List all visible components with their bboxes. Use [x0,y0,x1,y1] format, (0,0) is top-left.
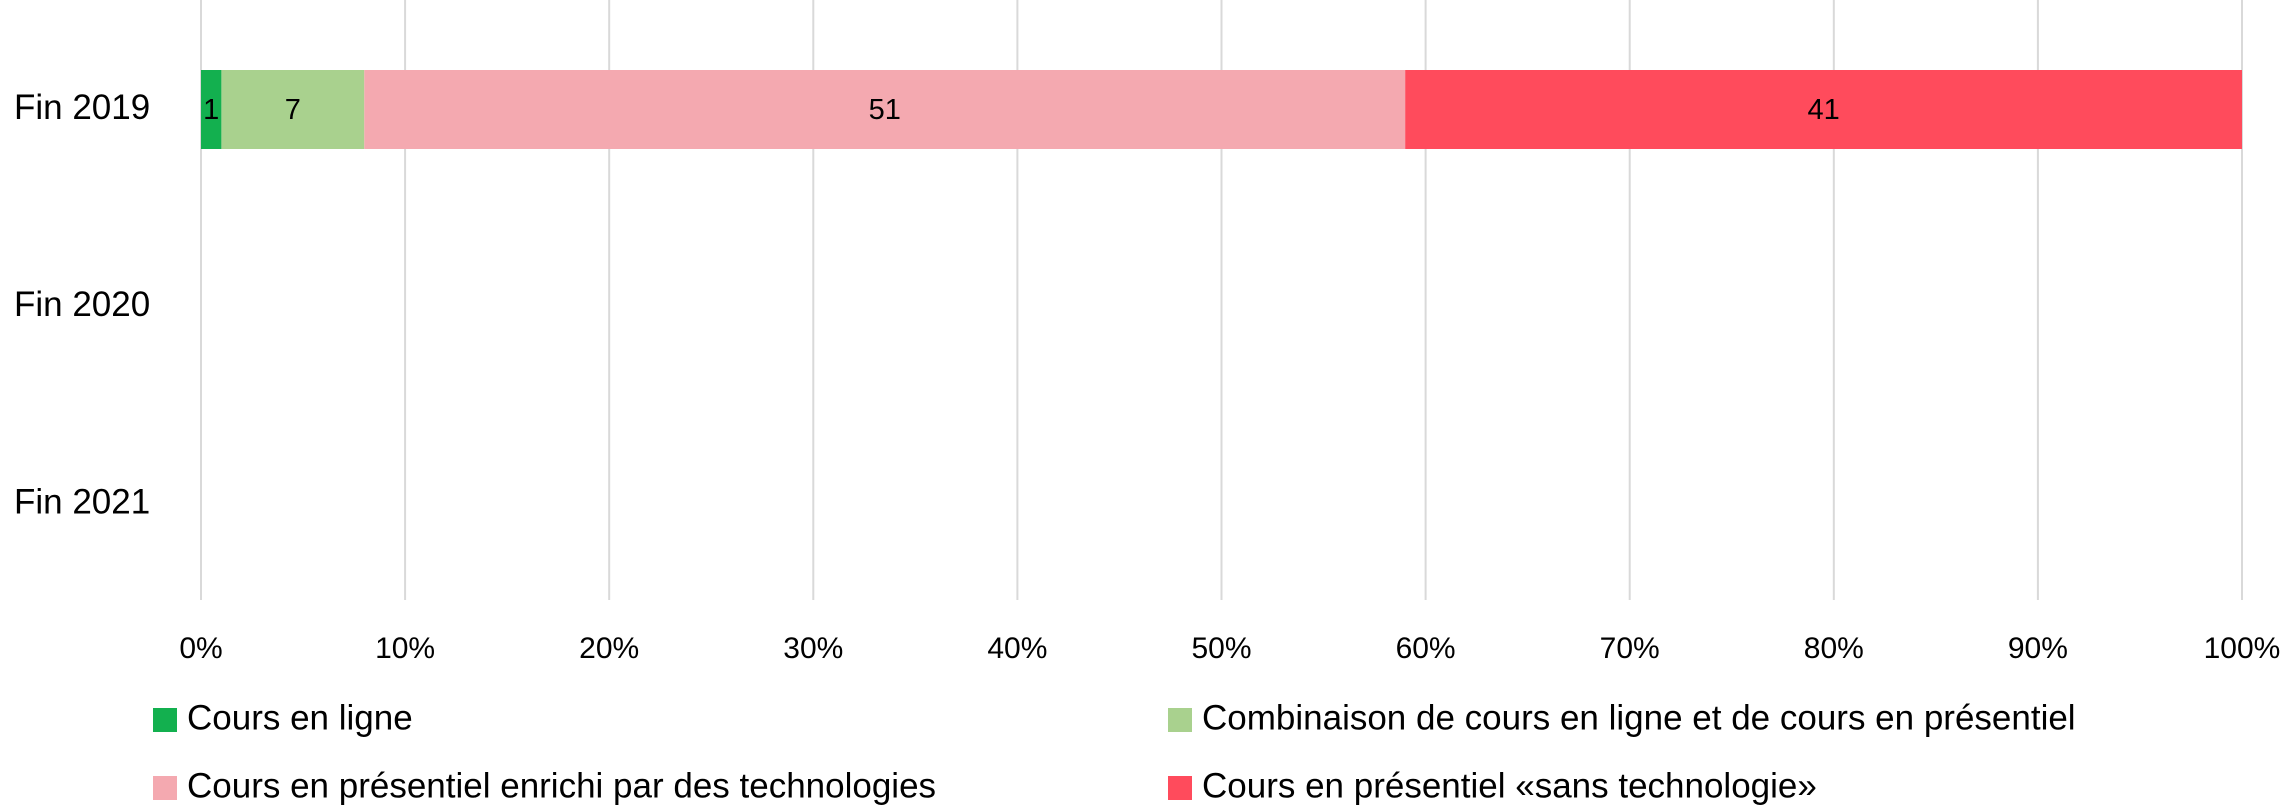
y-tick-label: Fin 2020 [14,285,150,324]
bar-segment [221,70,365,149]
x-tick-label: 0% [179,632,222,665]
data-label: 51 [869,94,901,126]
x-tick-label: 70% [1600,632,1660,665]
legend-label: Cours en présentiel enrichi par des tech… [187,766,936,805]
x-tick-label: 100% [2204,632,2281,665]
legend-label: Cours en présentiel «sans technologie» [1202,766,1817,805]
legend-swatch [1168,708,1192,732]
y-tick-label: Fin 2019 [14,88,150,127]
legend-label: Cours en ligne [187,698,413,737]
x-tick-label: 30% [783,632,843,665]
legend-label: Combinaison de cours en ligne et de cour… [1202,698,2076,737]
data-label: 41 [1807,94,1839,126]
x-tick-label: 80% [1804,632,1864,665]
x-tick-label: 90% [2008,632,2068,665]
y-tick-label: Fin 2021 [14,482,150,521]
legend-swatch [153,708,177,732]
x-tick-label: 60% [1396,632,1456,665]
legend-swatch [1168,776,1192,800]
bar-segment [201,70,222,149]
data-label: 1 [203,94,219,126]
x-tick-label: 20% [579,632,639,665]
bar-segment [1405,70,2242,149]
legend-swatch [153,776,177,800]
data-label: 7 [285,94,301,126]
x-tick-label: 10% [375,632,435,665]
x-tick-label: 50% [1191,632,1251,665]
x-tick-label: 40% [987,632,1047,665]
bar-segment [364,70,1406,149]
